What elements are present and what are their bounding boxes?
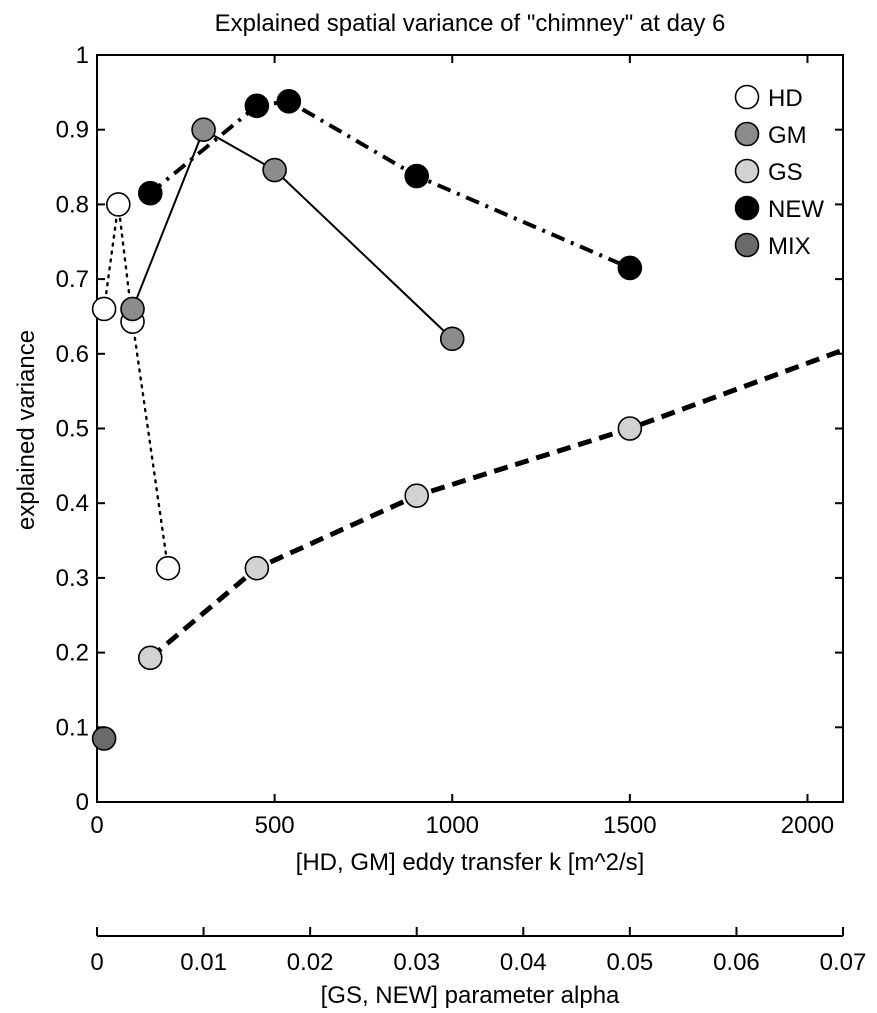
y-tick-label: 0.5 xyxy=(56,416,89,443)
marker-gs xyxy=(244,555,270,581)
series-line-new xyxy=(149,99,631,270)
legend-label-gs: GS xyxy=(768,159,803,186)
marker-new xyxy=(617,255,643,281)
y-axis: 0 0.1 0.2 0.3 0.4 0.5 0.6 0.7 0.8 0.9 1 xyxy=(56,42,843,816)
y-tick-label: 0.7 xyxy=(56,266,89,293)
legend-marker-new xyxy=(734,195,760,221)
legend-marker-gs xyxy=(734,158,760,184)
series-gm xyxy=(120,117,465,352)
y-tick-label: 0.1 xyxy=(56,714,89,741)
x2-tick-label: 0.04 xyxy=(500,949,547,976)
plot-box xyxy=(96,54,844,803)
x2-tick-label: 0.06 xyxy=(713,949,760,976)
x-tick-label: 1500 xyxy=(603,812,656,839)
plot-frame xyxy=(96,54,844,803)
x2-axis-label: [GS, NEW] parameter alpha xyxy=(321,982,620,1009)
y-tick-label: 0.4 xyxy=(56,490,89,517)
y-tick-label: 0.2 xyxy=(56,640,89,667)
chart-title: Explained spatial variance of "chimney" … xyxy=(215,10,726,37)
legend-label-new: NEW xyxy=(768,196,824,223)
marker-gm xyxy=(439,326,465,352)
x2-tick-label: 0 xyxy=(90,949,103,976)
x-tick-label: 2000 xyxy=(781,812,834,839)
legend: HD GM GS NEW MIX xyxy=(734,84,824,260)
legend-marker-hd xyxy=(734,84,760,110)
x-tick-label: 500 xyxy=(255,812,295,839)
y-tick-label: 0.6 xyxy=(56,341,89,368)
marker-hd xyxy=(91,296,117,322)
y-tick-label: 0.9 xyxy=(56,117,89,144)
series-gs xyxy=(137,347,844,671)
series-new xyxy=(137,89,643,281)
y-axis-label: explained variance xyxy=(13,330,40,530)
y-tick-label: 0.3 xyxy=(56,565,89,592)
x-tick-label: 1000 xyxy=(426,812,479,839)
marker-hd xyxy=(106,192,131,217)
marker-hd xyxy=(155,555,181,581)
series-hd xyxy=(91,192,181,581)
legend-marker-gm xyxy=(734,121,760,147)
marker-gs xyxy=(617,416,643,441)
x2-axis: 0 0.01 0.02 0.03 0.04 0.05 0.06 0.07 xyxy=(90,927,866,976)
legend-label-mix: MIX xyxy=(768,233,811,260)
series-mix xyxy=(91,726,117,751)
series-line-hd xyxy=(102,204,170,570)
marker-gs xyxy=(137,645,163,671)
marker-mix xyxy=(91,726,117,751)
legend-label-hd: HD xyxy=(768,85,803,112)
x2-tick-label: 0.07 xyxy=(820,949,867,976)
x2-tick-label: 0.01 xyxy=(180,949,227,976)
x-axis-label: [HD, GM] eddy transfer k [m^2/s] xyxy=(296,849,645,876)
legend-label-gm: GM xyxy=(768,122,807,149)
series-layer xyxy=(91,89,844,751)
marker-new xyxy=(404,163,430,189)
marker-new xyxy=(244,93,270,119)
x2-tick-label: 0.03 xyxy=(393,949,440,976)
marker-gm xyxy=(262,157,287,183)
marker-new xyxy=(276,89,302,114)
marker-new xyxy=(137,180,163,206)
x-axis: 0 500 1000 1500 2000 xyxy=(90,55,834,839)
series-line-gm xyxy=(131,128,453,340)
y-tick-label: 1 xyxy=(76,42,89,69)
x-tick-label: 0 xyxy=(90,812,103,839)
marker-gm xyxy=(191,117,216,142)
x2-tick-label: 0.02 xyxy=(287,949,334,976)
y-tick-label: 0 xyxy=(76,789,89,816)
legend-marker-mix xyxy=(734,232,760,258)
y-tick-label: 0.8 xyxy=(56,191,89,218)
marker-gm xyxy=(120,296,145,322)
x2-tick-label: 0.05 xyxy=(606,949,653,976)
marker-gs xyxy=(404,483,430,509)
series-line-gs xyxy=(148,347,844,660)
